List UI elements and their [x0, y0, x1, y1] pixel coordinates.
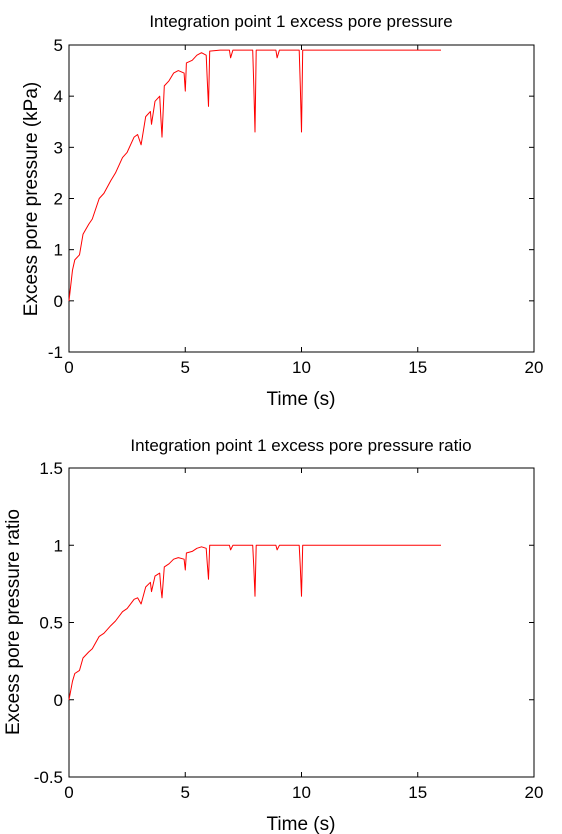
pore-pressure-ratio-chart-title: Integration point 1 excess pore pressure…: [130, 436, 471, 455]
pore-pressure-y-tick-label: 4: [54, 87, 63, 106]
pore-pressure-y-tick-label: 0: [54, 292, 63, 311]
pore-pressure-panel: Integration point 1 excess pore pressure…: [21, 12, 543, 410]
pore-pressure-y-tick-label: 3: [54, 138, 63, 157]
pore-pressure-y-tick-label: 1: [54, 241, 63, 260]
pore-pressure-y-axis-label: Excess pore pressure (kPa): [21, 82, 42, 316]
pore-pressure-ratio-plot-frame: [68, 467, 535, 778]
pore-pressure-x-tick-label: 5: [181, 358, 190, 377]
pore-pressure-y-tick-label: -1: [48, 343, 63, 362]
pore-pressure-ratio-panel: Integration point 1 excess pore pressure…: [3, 436, 543, 834]
pore-pressure-ratio-x-tick-label: 20: [525, 783, 544, 802]
pore-pressure-ratio-y-tick-label: 0.5: [39, 614, 63, 633]
pore-pressure-chart-title: Integration point 1 excess pore pressure: [149, 12, 452, 31]
pore-pressure-y-tick-label: 2: [54, 190, 63, 209]
pore-pressure-ratio-x-tick-label: 5: [181, 783, 190, 802]
pore-pressure-ratio-x-tick-label: 15: [408, 783, 427, 802]
pore-pressure-ratio-y-axis-label: Excess pore pressure ratio: [3, 509, 24, 735]
pore-pressure-ratio-x-tick-label: 10: [292, 783, 311, 802]
pore-pressure-x-tick-label: 10: [292, 358, 311, 377]
pore-pressure-x-tick-label: 15: [408, 358, 427, 377]
pore-pressure-ratio-y-axis: -0.5 0 0.5 1 1.5: [34, 459, 534, 787]
pore-pressure-ratio-x-axis: 0 5 10 15 20: [64, 468, 543, 802]
pore-pressure-ratio-y-tick-label: 1.5: [39, 459, 63, 478]
pore-pressure-ratio-y-tick-label: 1: [54, 536, 63, 555]
pore-pressure-ratio-y-tick-label: 0: [54, 691, 63, 710]
pore-pressure-x-axis-label: Time (s): [267, 389, 336, 410]
pore-pressure-ratio-x-axis-label: Time (s): [267, 814, 336, 834]
pore-pressure-series-line: [68, 49, 441, 301]
pore-pressure-x-tick-label: 0: [64, 358, 73, 377]
pore-pressure-ratio-x-tick-label: 0: [64, 783, 73, 802]
pore-pressure-y-tick-label: 5: [54, 36, 63, 55]
pore-pressure-y-axis: -1 0 1 2 3 4 5: [48, 36, 534, 362]
pore-pressure-x-tick-label: 20: [525, 358, 544, 377]
pore-pressure-plot-frame: [68, 44, 535, 353]
pore-pressure-ratio-y-tick-label: -0.5: [34, 768, 63, 787]
pore-pressure-x-axis: 0 5 10 15 20: [64, 45, 543, 377]
pore-pressure-ratio-series-line: [68, 544, 441, 700]
